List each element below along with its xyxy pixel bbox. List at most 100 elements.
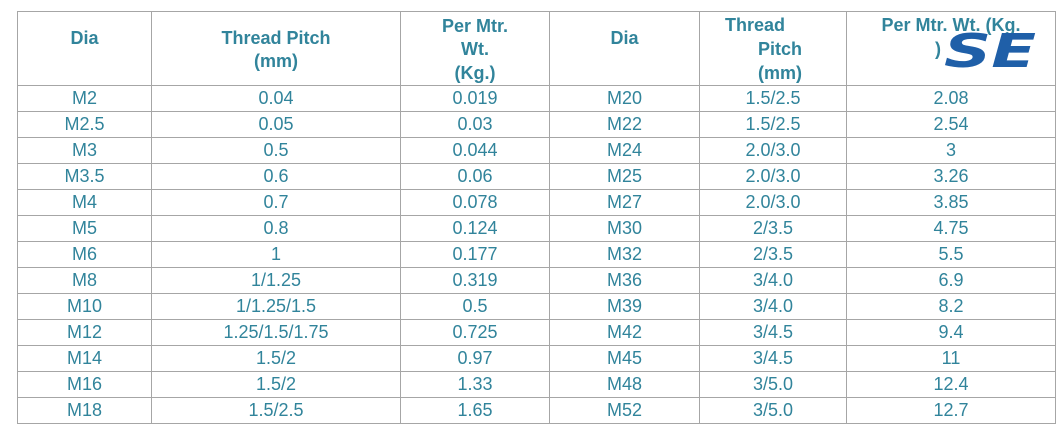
table-row: M3 0.5 0.044 M24 2.0/3.0 3 — [17, 137, 1056, 164]
table-body: M2 0.04 0.019 M20 1.5/2.5 2.08 M2.5 0.05 0.03 M22… — [17, 85, 1056, 424]
header-weight-right: Per Mtr. Wt. (Kg. ) — [846, 11, 1056, 86]
cell-dia: M14 — [17, 345, 152, 372]
cell-weight: 6.9 — [846, 267, 1056, 294]
cell-weight: 0.06 — [400, 163, 550, 190]
cell-dia: M3.5 — [17, 163, 152, 190]
cell-thread-pitch: 0.04 — [151, 85, 401, 112]
cell-thread-pitch: 2/3.5 — [699, 241, 847, 268]
cell-dia: M52 — [549, 397, 700, 424]
cell-weight: 9.4 — [846, 319, 1056, 346]
cell-thread-pitch: 3/4.0 — [699, 293, 847, 320]
cell-weight: 3.85 — [846, 189, 1056, 216]
cell-thread-pitch: 2.0/3.0 — [699, 163, 847, 190]
table-row: M3.5 0.6 0.06 M25 2.0/3.0 3.26 — [17, 163, 1056, 190]
cell-dia: M3 — [17, 137, 152, 164]
cell-weight: 1.33 — [400, 371, 550, 398]
cell-dia: M4 — [17, 189, 152, 216]
cell-weight: 11 — [846, 345, 1056, 372]
logo-text: SE — [944, 29, 1036, 71]
cell-weight: 2.08 — [846, 85, 1056, 112]
thread-spec-table: Dia Thread Pitch (mm) Per Mtr. Wt. (Kg.)… — [17, 11, 1056, 424]
cell-dia: M30 — [549, 215, 700, 242]
cell-weight: 0.177 — [400, 241, 550, 268]
cell-thread-pitch: 3/4.5 — [699, 345, 847, 372]
cell-thread-pitch: 0.7 — [151, 189, 401, 216]
table-header-row: Dia Thread Pitch (mm) Per Mtr. Wt. (Kg.)… — [17, 11, 1056, 86]
se-logo: SE — [944, 29, 1036, 71]
cell-weight: 0.725 — [400, 319, 550, 346]
cell-thread-pitch: 0.05 — [151, 111, 401, 138]
cell-dia: M22 — [549, 111, 700, 138]
cell-thread-pitch: 1/1.25/1.5 — [151, 293, 401, 320]
cell-dia: M27 — [549, 189, 700, 216]
cell-thread-pitch: 3/5.0 — [699, 371, 847, 398]
table-row: M18 1.5/2.5 1.65 M52 3/5.0 12.7 — [17, 397, 1056, 424]
header-thread-pitch-right: Thread Pitch (mm) — [699, 11, 847, 86]
header-dia-left: Dia — [17, 11, 152, 86]
cell-weight: 1.65 — [400, 397, 550, 424]
cell-dia: M24 — [549, 137, 700, 164]
cell-thread-pitch: 1.5/2.5 — [699, 85, 847, 112]
table-row: M10 1/1.25/1.5 0.5 M39 3/4.0 8.2 — [17, 293, 1056, 320]
cell-dia: M48 — [549, 371, 700, 398]
cell-thread-pitch: 3/4.5 — [699, 319, 847, 346]
cell-thread-pitch: 1.5/2 — [151, 345, 401, 372]
cell-dia: M2 — [17, 85, 152, 112]
cell-dia: M32 — [549, 241, 700, 268]
cell-weight: 0.97 — [400, 345, 550, 372]
cell-thread-pitch: 1.25/1.5/1.75 — [151, 319, 401, 346]
cell-dia: M8 — [17, 267, 152, 294]
cell-dia: M10 — [17, 293, 152, 320]
cell-weight: 3 — [846, 137, 1056, 164]
cell-dia: M5 — [17, 215, 152, 242]
cell-thread-pitch: 1.5/2.5 — [151, 397, 401, 424]
table-row: M2 0.04 0.019 M20 1.5/2.5 2.08 — [17, 85, 1056, 112]
table-row: M8 1/1.25 0.319 M36 3/4.0 6.9 — [17, 267, 1056, 294]
cell-thread-pitch: 3/5.0 — [699, 397, 847, 424]
cell-thread-pitch: 1/1.25 — [151, 267, 401, 294]
cell-weight: 0.124 — [400, 215, 550, 242]
cell-dia: M18 — [17, 397, 152, 424]
header-weight-left: Per Mtr. Wt. (Kg.) — [400, 11, 550, 86]
cell-thread-pitch: 2/3.5 — [699, 215, 847, 242]
table-row: M2.5 0.05 0.03 M22 1.5/2.5 2.54 — [17, 111, 1056, 138]
header-dia-right: Dia — [549, 11, 700, 86]
cell-thread-pitch: 3/4.0 — [699, 267, 847, 294]
cell-dia: M36 — [549, 267, 700, 294]
cell-weight: 12.7 — [846, 397, 1056, 424]
cell-dia: M16 — [17, 371, 152, 398]
cell-weight: 0.019 — [400, 85, 550, 112]
cell-dia: M6 — [17, 241, 152, 268]
table-row: M14 1.5/2 0.97 M45 3/4.5 11 — [17, 345, 1056, 372]
cell-weight: 0.03 — [400, 111, 550, 138]
cell-dia: M12 — [17, 319, 152, 346]
cell-weight: 8.2 — [846, 293, 1056, 320]
cell-thread-pitch: 0.5 — [151, 137, 401, 164]
cell-weight: 0.319 — [400, 267, 550, 294]
cell-weight: 3.26 — [846, 163, 1056, 190]
cell-thread-pitch: 1.5/2 — [151, 371, 401, 398]
cell-thread-pitch: 2.0/3.0 — [699, 137, 847, 164]
cell-dia: M42 — [549, 319, 700, 346]
cell-thread-pitch: 1 — [151, 241, 401, 268]
cell-thread-pitch: 0.8 — [151, 215, 401, 242]
cell-thread-pitch: 2.0/3.0 — [699, 189, 847, 216]
table-row: M6 1 0.177 M32 2/3.5 5.5 — [17, 241, 1056, 268]
header-thread-pitch-left: Thread Pitch (mm) — [151, 11, 401, 86]
cell-dia: M45 — [549, 345, 700, 372]
cell-weight: 2.54 — [846, 111, 1056, 138]
table-row: M12 1.25/1.5/1.75 0.725 M42 3/4.5 9.4 — [17, 319, 1056, 346]
table-row: M4 0.7 0.078 M27 2.0/3.0 3.85 — [17, 189, 1056, 216]
cell-dia: M20 — [549, 85, 700, 112]
table-row: M5 0.8 0.124 M30 2/3.5 4.75 — [17, 215, 1056, 242]
cell-dia: M2.5 — [17, 111, 152, 138]
cell-dia: M39 — [549, 293, 700, 320]
cell-weight: 0.044 — [400, 137, 550, 164]
cell-weight: 0.078 — [400, 189, 550, 216]
cell-weight: 5.5 — [846, 241, 1056, 268]
cell-weight: 4.75 — [846, 215, 1056, 242]
cell-dia: M25 — [549, 163, 700, 190]
cell-thread-pitch: 1.5/2.5 — [699, 111, 847, 138]
table-row: M16 1.5/2 1.33 M48 3/5.0 12.4 — [17, 371, 1056, 398]
cell-thread-pitch: 0.6 — [151, 163, 401, 190]
